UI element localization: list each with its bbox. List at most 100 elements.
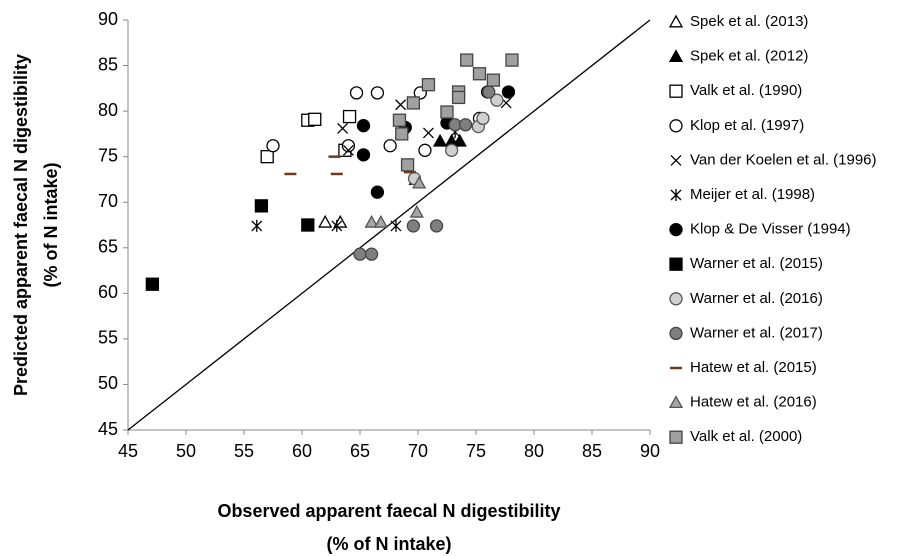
y-tick-label: 50	[98, 373, 118, 393]
point	[308, 112, 322, 126]
point	[476, 111, 490, 126]
point	[501, 85, 516, 99]
point	[472, 67, 487, 81]
legend-label: Warner et al. (2017)	[690, 324, 823, 341]
point	[421, 78, 436, 92]
x-axis-title: (% of N intake)	[326, 534, 451, 554]
point	[490, 93, 504, 107]
point	[341, 139, 356, 153]
x-tick-label: 75	[466, 441, 486, 461]
x-tick-label: 80	[524, 441, 544, 461]
legend-label: Warner et al. (2015)	[690, 255, 823, 272]
legend-label: Meijer et al. (1998)	[690, 186, 815, 203]
point	[337, 122, 349, 134]
point	[349, 86, 364, 100]
y-tick-label: 85	[98, 54, 118, 74]
legend-label: Hatew et al. (2016)	[690, 394, 817, 411]
point	[440, 105, 454, 119]
legend-marker	[668, 395, 684, 409]
point	[254, 199, 269, 213]
point	[422, 127, 434, 139]
x-tick-label: 70	[408, 441, 428, 461]
y-tick-label: 45	[98, 419, 118, 439]
legend-marker	[668, 14, 684, 28]
point	[318, 214, 333, 228]
point	[460, 53, 474, 67]
legend-marker	[669, 326, 683, 341]
legend-label: Valk et al. (2000)	[690, 428, 802, 445]
point	[400, 158, 415, 172]
point	[356, 119, 371, 133]
point	[251, 219, 263, 232]
legend-marker	[668, 49, 684, 63]
x-tick-label: 65	[350, 441, 370, 461]
legend-marker	[669, 119, 683, 133]
legend-label: Spek et al. (2012)	[690, 48, 808, 65]
point	[432, 133, 448, 147]
point	[301, 218, 315, 232]
y-axis-title: Predicted apparent faecal N digestibilit…	[11, 54, 31, 396]
point	[458, 118, 473, 132]
y-tick-label: 55	[98, 328, 118, 348]
legend-marker	[669, 292, 683, 306]
point	[373, 214, 388, 228]
y-tick-label: 60	[98, 282, 118, 302]
point	[451, 90, 466, 105]
point	[392, 113, 407, 127]
point	[356, 148, 371, 162]
point	[145, 277, 160, 291]
y-tick-label: 80	[98, 100, 118, 120]
legend-label: Klop & De Visser (1994)	[690, 221, 851, 238]
point	[370, 86, 385, 100]
point	[383, 139, 397, 153]
legend-label: Spek et al. (2013)	[690, 13, 808, 30]
legend-marker	[669, 222, 683, 237]
point	[505, 53, 519, 67]
x-tick-label: 50	[176, 441, 196, 461]
legend-marker	[669, 430, 683, 444]
y-tick-label: 75	[98, 145, 118, 165]
point	[429, 219, 444, 233]
point	[482, 85, 496, 99]
point	[342, 109, 357, 124]
identity-line	[127, 19, 651, 431]
x-axis-title: Observed apparent faecal N digestibility	[217, 501, 560, 521]
point	[418, 143, 432, 157]
point	[370, 185, 385, 199]
y-axis-title: (% of N intake)	[41, 162, 61, 287]
point	[412, 175, 427, 189]
point	[331, 219, 343, 232]
legend-label: Van der Koelen et al. (1996)	[690, 151, 877, 168]
point	[390, 219, 402, 232]
legend-label: Warner et al. (2016)	[690, 290, 823, 307]
point	[444, 143, 459, 157]
y-tick-label: 90	[98, 9, 118, 29]
point	[260, 150, 274, 164]
point	[364, 214, 379, 228]
point	[395, 99, 407, 111]
x-tick-label: 45	[118, 441, 138, 461]
point	[406, 96, 421, 110]
legend-label: Hatew et al. (2015)	[690, 359, 817, 376]
x-tick-label: 90	[640, 441, 660, 461]
point	[364, 247, 379, 261]
legend-marker	[669, 257, 683, 271]
point	[395, 127, 409, 141]
x-tick-label: 85	[582, 441, 602, 461]
legend-marker	[670, 154, 682, 166]
y-tick-label: 65	[98, 237, 118, 257]
x-tick-label: 60	[292, 441, 312, 461]
point	[406, 219, 421, 233]
point	[353, 247, 367, 261]
point	[452, 133, 467, 147]
legend-label: Valk et al. (1990)	[690, 82, 802, 99]
point	[342, 144, 354, 156]
point	[409, 204, 424, 218]
x-tick-label: 55	[234, 441, 254, 461]
point	[266, 139, 280, 153]
legend-marker	[669, 84, 683, 98]
y-tick-label: 70	[98, 191, 118, 211]
legend-marker	[670, 189, 682, 201]
legend-label: Klop et al. (1997)	[690, 117, 804, 134]
